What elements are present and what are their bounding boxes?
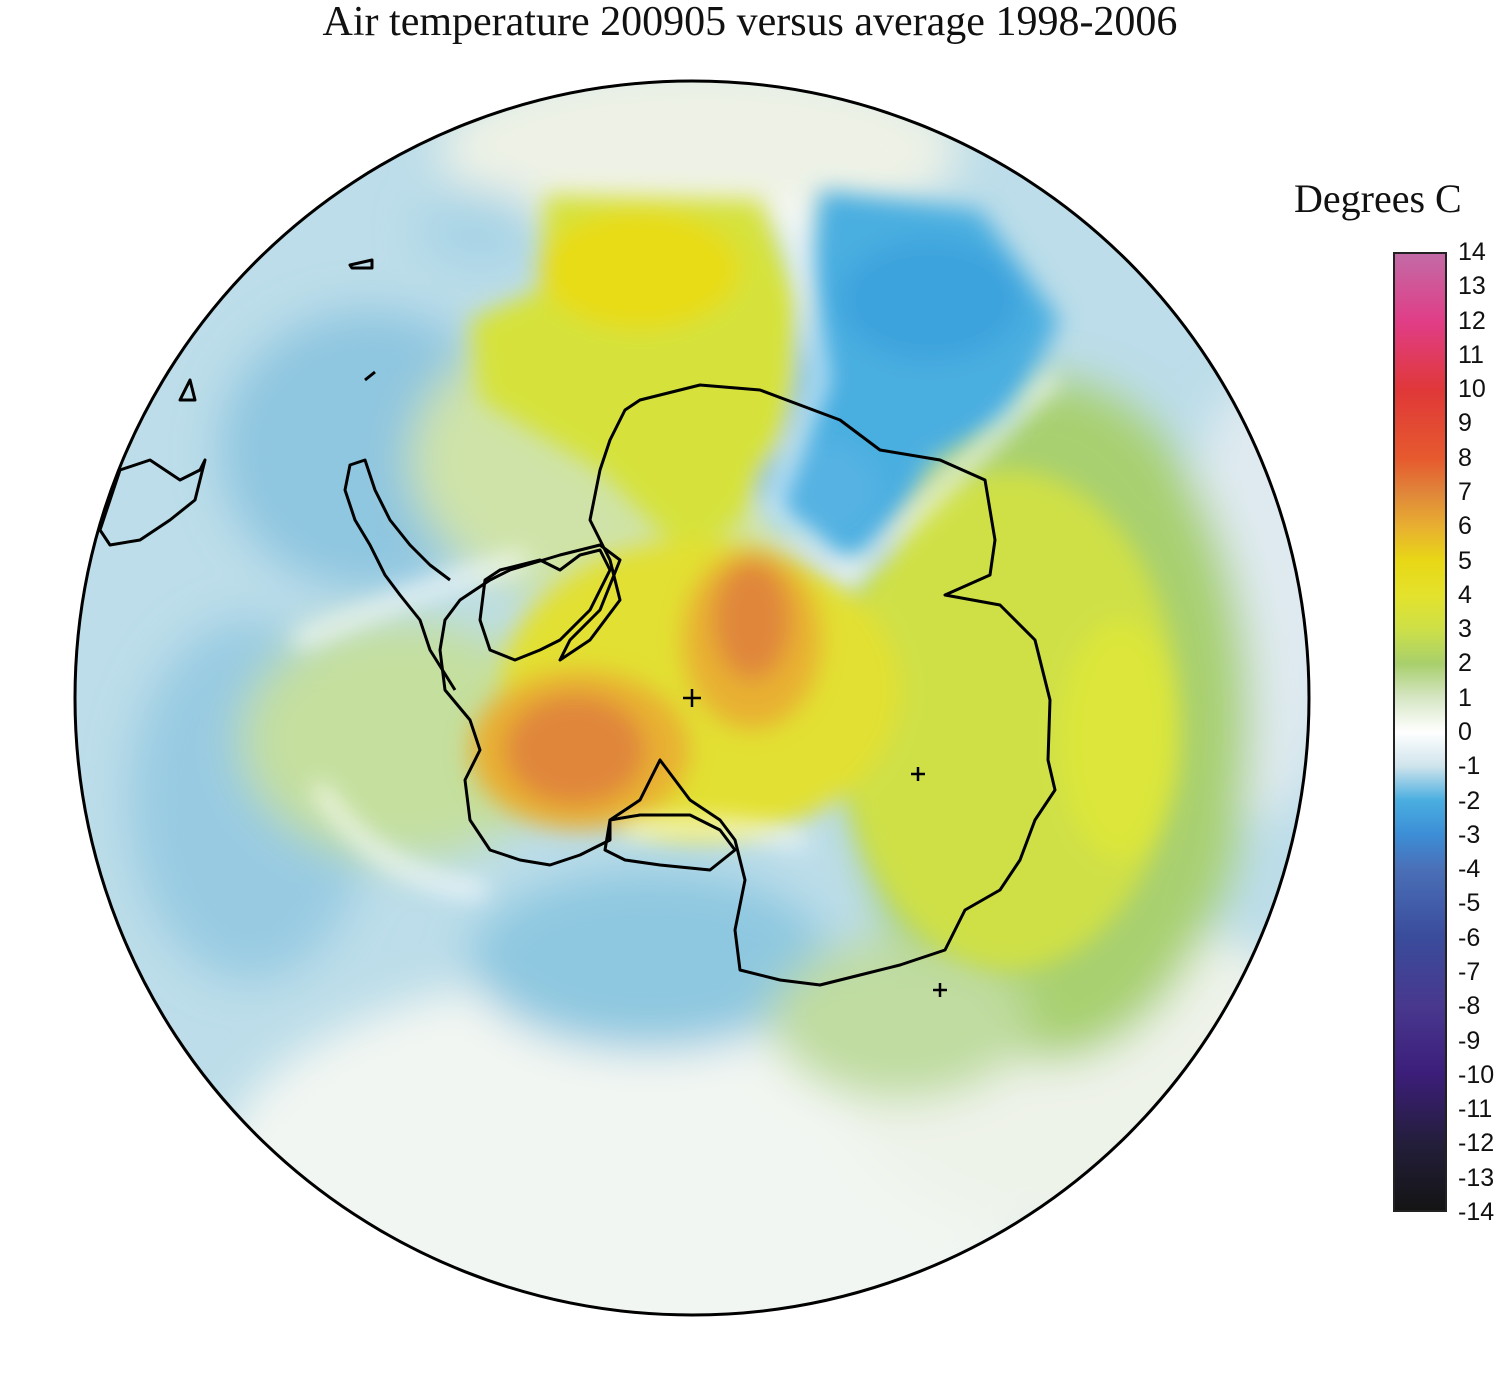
scale-tick-label: 14 <box>1458 238 1486 266</box>
scale-tick-label: -9 <box>1458 1026 1481 1055</box>
coastline <box>98 258 1057 987</box>
scale-tick-label: -13 <box>1458 1163 1495 1192</box>
scale-tick-label: -6 <box>1458 923 1481 952</box>
scale-tick-label: 1 <box>1458 683 1472 712</box>
station-markers <box>683 689 947 997</box>
legend-title: Degrees C <box>1294 176 1462 221</box>
scale-tick-label: -4 <box>1458 855 1481 884</box>
scale-tick-label: -10 <box>1458 1060 1495 1089</box>
scale-tick-label: 9 <box>1458 409 1472 438</box>
scale-tick-label: -8 <box>1458 992 1481 1021</box>
scale-tick-label: -14 <box>1458 1198 1495 1226</box>
map-boundary <box>73 79 1311 1317</box>
scale-tick-label: 3 <box>1458 615 1472 644</box>
scale-tick-label: -11 <box>1458 1095 1493 1124</box>
scale-tick-label: 13 <box>1458 272 1486 301</box>
scale-tick-label: -7 <box>1458 958 1481 986</box>
scale-tick-label: 2 <box>1458 649 1472 678</box>
scale-tick-label: -5 <box>1458 889 1481 918</box>
scale-tick-label: -12 <box>1458 1129 1495 1158</box>
scale-tick-label: 8 <box>1458 443 1472 472</box>
scale-tick-label: 0 <box>1458 718 1472 746</box>
scale-tick-label: 11 <box>1458 340 1484 369</box>
scale-tick-label: 7 <box>1458 478 1472 506</box>
scale-tick-label: -2 <box>1458 786 1481 815</box>
map-title: Air temperature 200905 versus average 19… <box>322 0 1178 45</box>
scale-tick-label: 5 <box>1458 546 1472 575</box>
scale-tick-label: 12 <box>1458 306 1486 335</box>
temperature-field <box>75 81 1309 1315</box>
scale-tick-label: 10 <box>1458 375 1486 404</box>
scale-tick-label: 4 <box>1458 580 1472 609</box>
scale-tick-label: -3 <box>1458 820 1481 849</box>
scale-tick-label: 6 <box>1458 512 1472 541</box>
scale-tick-label: -1 <box>1458 752 1481 781</box>
color-scale-bar <box>1393 252 1447 1212</box>
